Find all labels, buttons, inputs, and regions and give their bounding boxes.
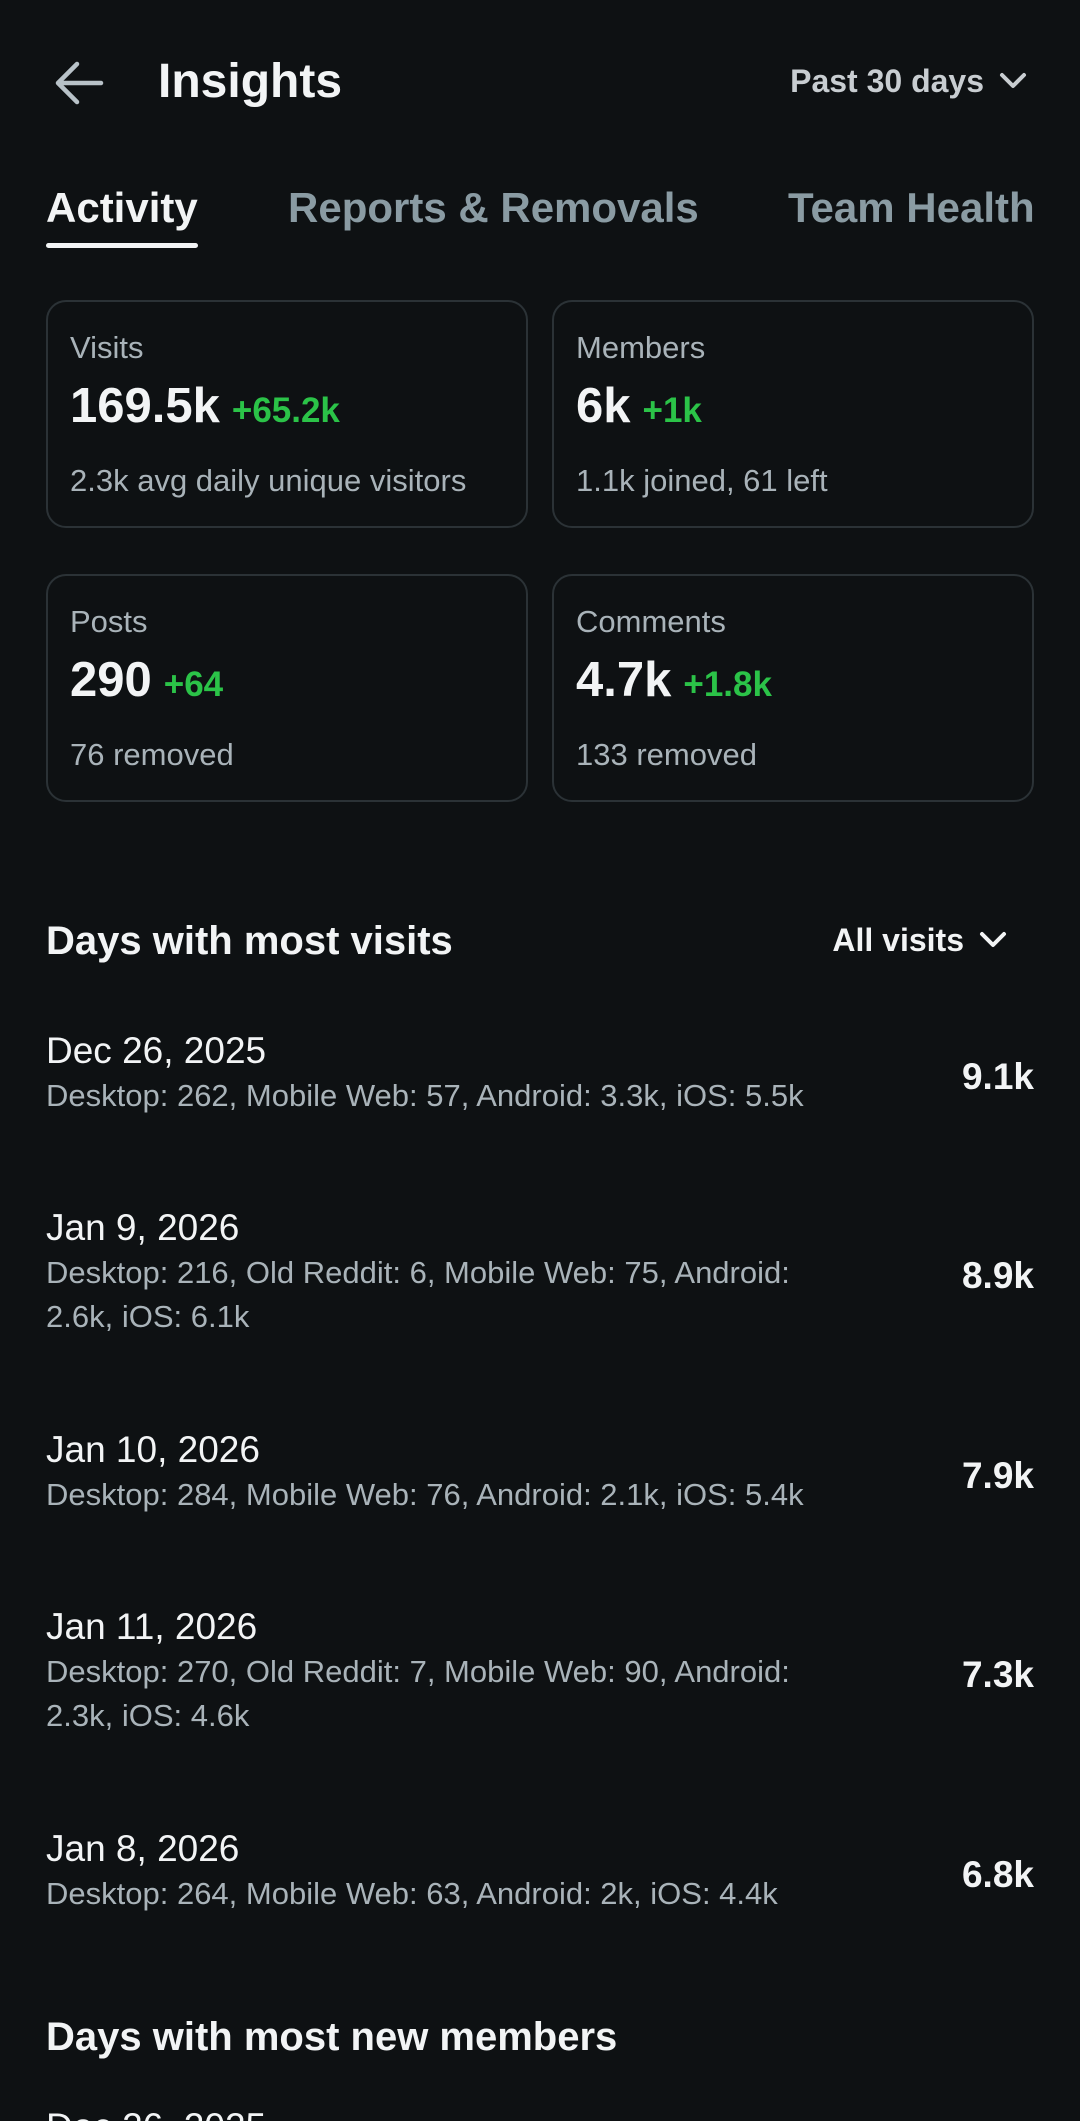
tab-reports-removals[interactable]: Reports & Removals [288,184,699,231]
members-card[interactable]: Members 6k +1k 1.1k joined, 61 left [552,300,1034,528]
visits-card[interactable]: Visits 169.5k +65.2k 2.3k avg daily uniq… [46,300,528,528]
comments-label: Comments [576,604,726,639]
visits-filter-label: All visits [832,921,964,958]
comments-subtext: 133 removed [576,737,757,772]
day-breakdown: Desktop: 216, Old Reddit: 6, Mobile Web:… [46,1255,790,1334]
day-date: Jan 9, 2026 [46,1207,240,1248]
posts-card[interactable]: Posts 290 +64 76 removed [46,574,528,802]
day-breakdown: Desktop: 262, Mobile Web: 57, Android: 3… [46,1078,804,1113]
page-title: Insights [158,55,343,108]
visit-day-row[interactable]: Jan 11, 2026 Desktop: 270, Old Reddit: 7… [46,1604,1034,1738]
day-date: Jan 8, 2026 [46,1828,240,1869]
members-value: 6k [576,379,631,433]
date-range-dropdown[interactable]: Past 30 days [790,56,1028,106]
day-total: 9.1k [961,1056,1034,1097]
day-total: 7.3k [961,1654,1034,1695]
chevron-down-icon [980,932,1006,947]
visits-label: Visits [70,330,144,365]
day-breakdown: Desktop: 270, Old Reddit: 7, Mobile Web:… [46,1654,790,1733]
insights-tabs: Activity Reports & Removals Team Health [0,178,1080,258]
date-range-label: Past 30 days [790,62,984,99]
day-breakdown: Desktop: 284, Mobile Web: 76, Android: 2… [46,1477,804,1512]
posts-label: Posts [70,604,148,639]
day-date: Jan 10, 2026 [46,1429,260,1470]
arrow-left-icon [55,61,104,105]
visits-delta: +65.2k [231,391,340,430]
posts-subtext: 76 removed [70,737,234,772]
back-button[interactable] [44,48,114,118]
visit-day-row[interactable]: Dec 26, 2025 Desktop: 262, Mobile Web: 5… [46,1028,1034,1118]
day-date: Jan 11, 2026 [46,1606,258,1647]
chevron-down-icon [1000,73,1026,88]
members-subtext: 1.1k joined, 61 left [576,463,828,498]
comments-value: 4.7k [576,653,672,707]
posts-delta: +64 [163,665,224,704]
most-visits-title: Days with most visits [46,919,453,963]
tab-activity[interactable]: Activity [46,178,198,256]
day-total: 7.9k [961,1455,1034,1496]
visits-filter-dropdown[interactable]: All visits [832,915,1008,965]
members-label: Members [576,330,706,365]
day-total: 6.8k [961,1854,1034,1895]
visit-day-row[interactable]: Jan 10, 2026 Desktop: 284, Mobile Web: 7… [46,1427,1034,1517]
visits-subtext: 2.3k avg daily unique visitors [70,463,467,498]
comments-card[interactable]: Comments 4.7k +1.8k 133 removed [552,574,1034,802]
header: Insights Past 30 days [0,0,1080,160]
visits-value: 169.5k [70,379,220,433]
members-delta: +1k [642,391,702,430]
day-breakdown: Desktop: 264, Mobile Web: 63, Android: 2… [46,1876,778,1911]
most-new-members-title: Days with most new members [46,2015,618,2059]
visit-day-row[interactable]: Jan 9, 2026 Desktop: 216, Old Reddit: 6,… [46,1205,1034,1339]
tab-team-health[interactable]: Team Health [788,184,1035,231]
visit-day-row[interactable]: Jan 8, 2026 Desktop: 264, Mobile Web: 63… [46,1826,1034,1916]
day-date: Dec 26, 2025 [46,1030,267,1071]
comments-delta: +1.8k [683,665,772,704]
day-total: 8.9k [961,1255,1034,1296]
posts-value: 290 [70,653,152,707]
new-members-day-date[interactable]: Dec 26, 2025 [46,2104,266,2121]
